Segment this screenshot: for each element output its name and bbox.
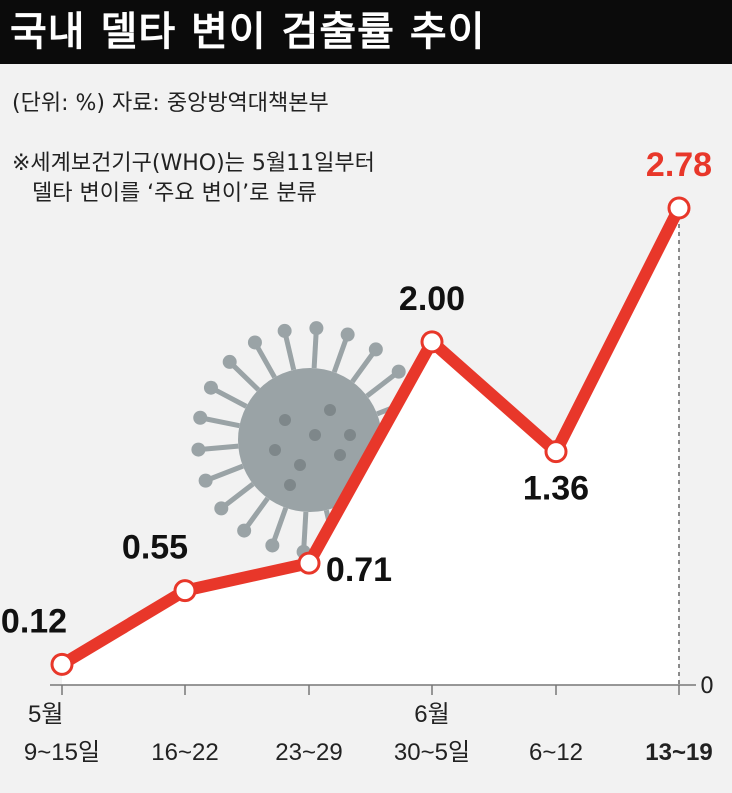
data-point xyxy=(297,551,321,575)
data-label: 0.12 xyxy=(1,602,67,640)
data-point xyxy=(420,330,444,354)
footnote-line-1: ※세계보건기구(WHO)는 5월11일부터 xyxy=(12,151,375,176)
data-point xyxy=(544,440,568,464)
title-bar: 국내 델타 변이 검출률 추이 xyxy=(0,0,732,64)
data-point xyxy=(173,579,197,603)
data-label: 2.00 xyxy=(399,280,465,318)
unit-and-source: (단위: %) 자료: 중앙방역대책본부 xyxy=(12,91,329,116)
data-point xyxy=(667,196,691,220)
x-tick-label: 6~12 xyxy=(529,739,583,766)
area-under-line xyxy=(62,208,679,685)
x-tick-label: 16~22 xyxy=(151,739,218,766)
data-label: 0.71 xyxy=(326,551,392,589)
data-point xyxy=(50,652,74,676)
y-zero-label: 0 xyxy=(700,674,714,699)
data-label: 1.36 xyxy=(523,470,589,508)
data-label: 2.78 xyxy=(646,146,712,184)
chart-title: 국내 델타 변이 검출률 추이 xyxy=(10,9,486,55)
x-tick-label: 23~29 xyxy=(275,739,342,766)
line-chart: 0.12 0.55 0.71 2.00 1.36 2.78 9~15일 16~22 23~29… xyxy=(1,146,714,766)
data-label: 0.55 xyxy=(122,529,188,567)
x-tick-label: 9~15일 xyxy=(24,739,100,766)
x-tick-label: 30~5일 xyxy=(394,739,470,766)
x-month-label: 6월 xyxy=(414,701,449,728)
x-tick-label: 13~19 xyxy=(645,739,712,766)
series-line xyxy=(56,202,685,671)
x-month-label: 5월 xyxy=(28,701,63,728)
footnote-line-2: 델타 변이를 ‘주요 변이’로 분류 xyxy=(32,181,317,206)
